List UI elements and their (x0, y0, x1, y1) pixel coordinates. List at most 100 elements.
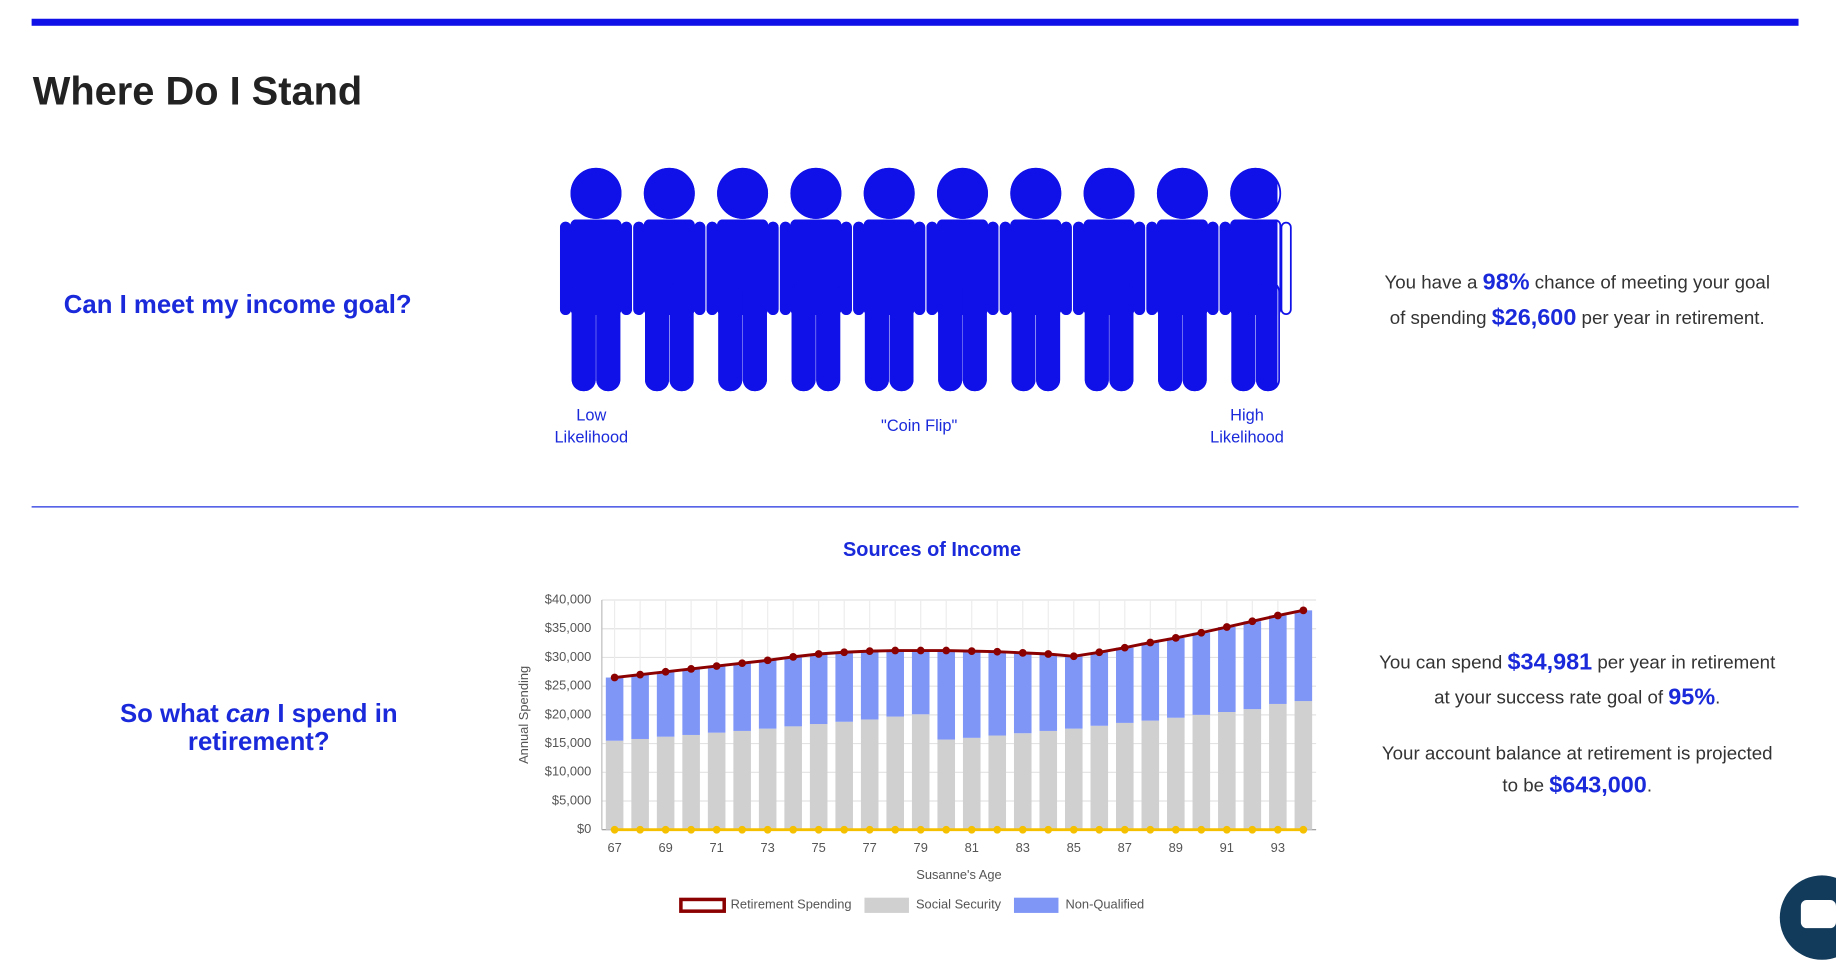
person-arm (633, 221, 645, 315)
scale-label: High (1230, 406, 1264, 424)
person-leg (889, 280, 914, 392)
summary-part: $26,600 (1492, 304, 1577, 330)
summary-part: 98% (1483, 269, 1530, 295)
summary: You can spend $34,981 per year in retire… (1379, 648, 1776, 674)
line-point (1095, 648, 1104, 657)
x-tick-label: 75 (812, 840, 826, 855)
person-leg (1182, 280, 1207, 392)
line-point (993, 825, 1002, 834)
bar (631, 738, 649, 830)
summary-part: $643,000 (1549, 772, 1647, 798)
person-fill (559, 167, 633, 392)
bar (835, 721, 853, 830)
scale-label: Low (576, 406, 606, 424)
summary-part: You have a (1384, 272, 1482, 293)
chat-button[interactable] (1779, 875, 1836, 960)
line-point (712, 825, 721, 834)
person-leg (742, 280, 767, 392)
line-point (738, 659, 747, 668)
line-point (1248, 825, 1257, 834)
x-tick-label: 81 (965, 840, 979, 855)
line-point (865, 647, 874, 655)
bar (1218, 627, 1236, 712)
person-leg (1084, 280, 1109, 392)
bar (1039, 653, 1058, 731)
y-tick-label: $35,000 (545, 620, 592, 635)
line-point (1120, 643, 1129, 652)
person-head (1230, 167, 1278, 219)
x-tick-label: 93 (1271, 840, 1285, 855)
line-point (967, 825, 976, 834)
bar (937, 739, 956, 830)
line-point (1044, 825, 1053, 834)
bar (707, 732, 726, 830)
summary-part: $34,981 (1508, 648, 1593, 674)
person (1073, 167, 1146, 392)
line-point (1248, 617, 1257, 626)
x-tick-label: 83 (1016, 840, 1030, 855)
line-point (610, 825, 619, 834)
bar (1167, 717, 1185, 830)
bar (1269, 615, 1287, 704)
bar (1013, 733, 1032, 830)
person-leg (1109, 280, 1134, 392)
x-tick-label: 77 (863, 840, 877, 855)
person (779, 167, 852, 392)
y-tick-label: $20,000 (545, 706, 592, 721)
summary: of spending $26,600 per year in retireme… (1390, 304, 1765, 330)
summary-part: chance of meeting your goal (1530, 272, 1770, 293)
legend-swatch (1013, 897, 1059, 913)
legend-label: Retirement Spending (731, 897, 852, 912)
person-head (717, 167, 769, 219)
line-point (814, 825, 823, 834)
person (999, 167, 1072, 392)
bar (1294, 701, 1313, 830)
line-point (993, 647, 1002, 656)
y-axis-label: Annual Spending (516, 666, 531, 764)
line-point (1273, 611, 1282, 620)
person-leg (645, 280, 670, 392)
bar (707, 666, 726, 733)
person-leg (1255, 280, 1278, 392)
bar (1141, 720, 1160, 830)
line-point (1171, 634, 1180, 642)
bar (784, 726, 802, 830)
bar (1294, 610, 1313, 702)
bar (911, 650, 930, 715)
bar (1116, 647, 1134, 723)
line-point (610, 673, 619, 682)
line-point (1069, 825, 1078, 834)
chat-icon[interactable] (1800, 900, 1836, 929)
question: So what can I spend in (120, 700, 398, 728)
line-point (1299, 825, 1308, 834)
bar (758, 728, 777, 830)
person-fill (1146, 167, 1219, 392)
person-head (570, 167, 622, 219)
bar (631, 674, 649, 739)
person-arm (620, 221, 633, 315)
bar (1192, 632, 1211, 715)
line-point (636, 825, 644, 834)
person-leg (596, 280, 621, 392)
summary-part: 95% (1668, 684, 1715, 710)
line-point (916, 825, 925, 834)
summary-part: at your success rate goal of (1434, 686, 1668, 707)
line-point (840, 825, 849, 834)
person-arm (840, 221, 852, 315)
line-point (865, 825, 874, 834)
summary-part: per year in retirement (1592, 651, 1776, 672)
top-bar (31, 18, 1799, 26)
person-arm (914, 221, 926, 315)
x-tick-label: 89 (1169, 840, 1183, 855)
person (633, 167, 706, 392)
bar (656, 736, 675, 830)
line-point (1222, 825, 1231, 834)
scale-label: Likelihood (554, 429, 628, 447)
bar (1243, 709, 1262, 830)
x-axis-label: Susanne's Age (916, 867, 1001, 882)
x-tick-label: 71 (709, 840, 723, 855)
bar (1064, 656, 1083, 729)
person-leg (1011, 280, 1036, 392)
summary: You have a 98% chance of meeting your go… (1384, 269, 1770, 295)
